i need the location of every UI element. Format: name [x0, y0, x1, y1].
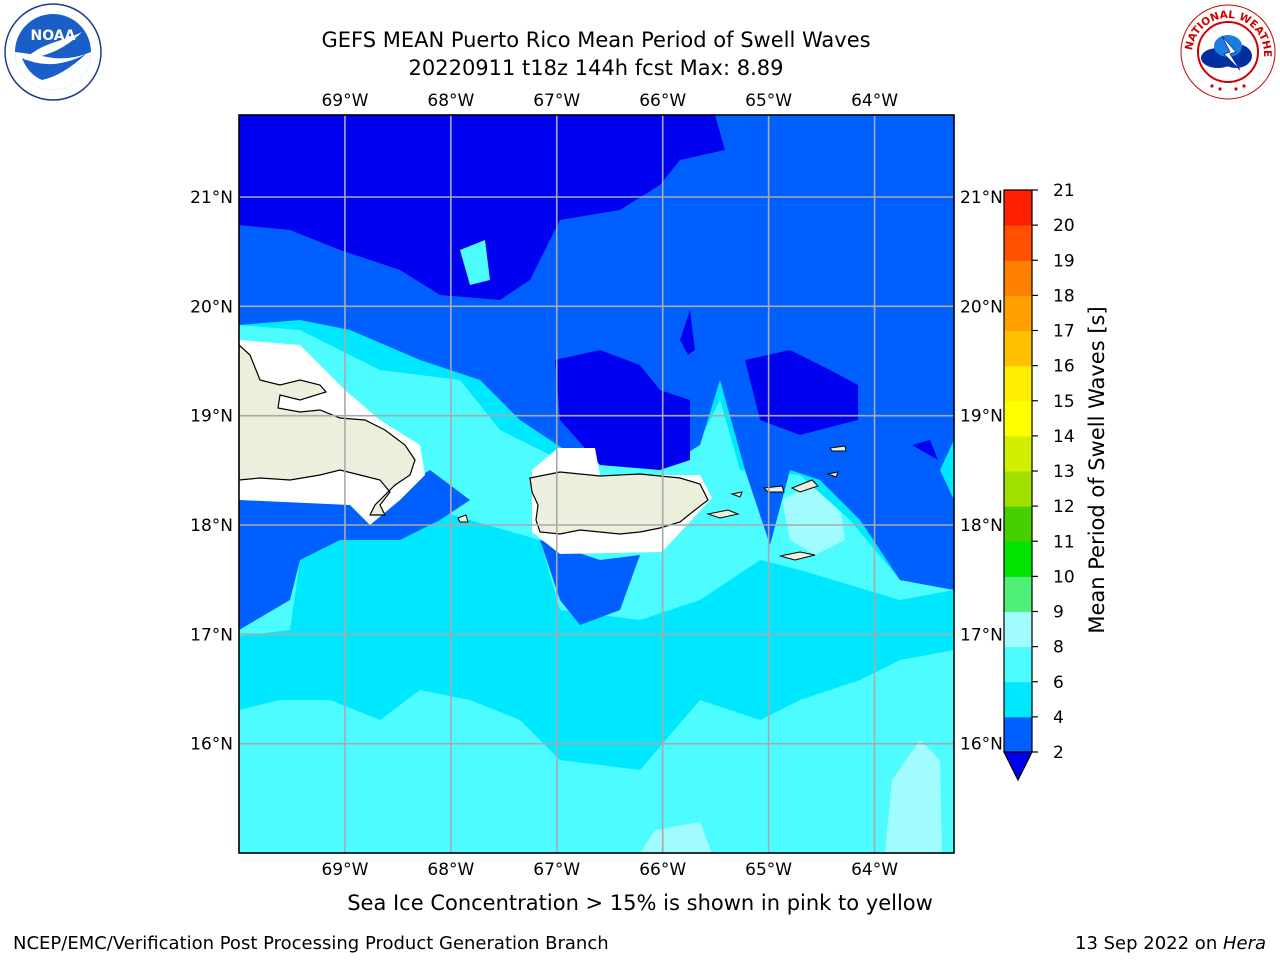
colorbar-tick-label: 2 [1053, 743, 1064, 763]
lon-label-bottom: 68°W [427, 860, 474, 880]
colorbar-swatch [1004, 190, 1032, 226]
lon-label-top: 64°W [851, 91, 898, 111]
colorbar-swatch [1004, 260, 1032, 296]
island [730, 491, 743, 498]
map-frame [238, 114, 955, 854]
field-patch-pale-cyan [885, 740, 942, 853]
lat-label-left: 21°N [190, 188, 233, 208]
colorbar-tick-label: 11 [1053, 532, 1075, 552]
colorbar-tick-label: 17 [1053, 322, 1075, 342]
field-band-deep-blue [555, 350, 690, 470]
colorbar-swatch [1004, 225, 1032, 261]
lat-label-left: 16°N [190, 735, 233, 755]
island-st-croix [779, 551, 816, 561]
colorbar-tick-label: 13 [1053, 462, 1075, 482]
colorbar-swatch [1004, 435, 1032, 472]
colorbar-tick-label: 10 [1053, 567, 1075, 587]
field-band-blue [540, 540, 640, 625]
colorbar-swatch [1004, 506, 1032, 542]
noaa-logo-text: NOAA [31, 28, 76, 44]
colorbar-tick-label: 4 [1053, 708, 1064, 728]
colorbar-tick-label: 18 [1053, 286, 1075, 306]
lat-label-left: 17°N [190, 625, 233, 645]
field-band-deep-blue [745, 350, 858, 435]
lat-label-right: 18°N [960, 516, 1003, 536]
landmass-hispaniola [239, 344, 416, 516]
lon-label-top: 65°W [745, 91, 792, 111]
island [826, 471, 839, 478]
colorbar-tick-label: 16 [1053, 357, 1075, 377]
lat-label-left: 18°N [190, 516, 233, 536]
colorbar-tick-label: 14 [1053, 427, 1075, 447]
colorbar-tick-label: 21 [1053, 181, 1075, 201]
colorbar-swatch [1004, 365, 1032, 402]
colorbar-tick-label: 19 [1053, 251, 1075, 271]
colorbar-swatch [1004, 541, 1032, 577]
colorbar-swatch [1004, 295, 1032, 331]
lat-label-right: 21°N [960, 188, 1003, 208]
field-band-deep-blue [912, 440, 938, 460]
lon-label-top: 69°W [321, 91, 368, 111]
coordinate-labels: 69°W 69°W 68°W 68°W 67°W 67°W 66°W 66°W 65°W 65°W… [190, 91, 1003, 880]
colorbar-label: Mean Period of Swell Waves [s] [1085, 306, 1109, 633]
colorbar-swatch [1004, 471, 1032, 507]
colorbar: 2 4 6 8 9 10 11 12 13 14 15 16 17 18 19 20 21 [1003, 181, 1075, 782]
island [790, 479, 819, 493]
nws-logo: NATIONAL WEATHER SERVICE [1178, 2, 1276, 100]
lat-label-right: 20°N [960, 297, 1003, 317]
lon-label-bottom: 69°W [321, 860, 368, 880]
lon-label-bottom: 65°W [745, 860, 792, 880]
colorbar-swatch [1004, 681, 1032, 718]
footer-producer: NCEP/EMC/Verification Post Processing Pr… [13, 933, 609, 954]
lon-label-top: 67°W [533, 91, 580, 111]
colorbar-tick-label: 6 [1053, 673, 1064, 693]
island [457, 514, 469, 523]
footer-date: 13 Sep 2022 on Hera [1075, 933, 1266, 954]
map-title: GEFS MEAN Puerto Rico Mean Period of Swe… [321, 28, 871, 52]
field-band-deep-blue [680, 310, 695, 355]
colorbar-swatch [1004, 400, 1032, 437]
lat-label-left: 19°N [190, 407, 233, 427]
colorbar-swatch [1004, 716, 1032, 753]
noaa-logo: NOAA [4, 3, 102, 101]
colorbar-tick-label: 20 [1053, 216, 1075, 236]
lon-label-bottom: 64°W [851, 860, 898, 880]
field-patch-pale-cyan [640, 822, 712, 853]
colorbar-swatch [1004, 330, 1032, 367]
colorbar-under-arrow [1003, 751, 1033, 782]
lon-label-top: 68°W [427, 91, 474, 111]
lat-label-right: 16°N [960, 735, 1003, 755]
island [829, 445, 847, 452]
colorbar-tick-label: 9 [1053, 603, 1064, 623]
island [706, 509, 740, 519]
lon-label-bottom: 67°W [533, 860, 580, 880]
field-band-deep-blue [239, 115, 725, 300]
field-patch-pale-cyan [460, 240, 490, 285]
sea-ice-caption: Sea Ice Concentration > 15% is shown in … [347, 891, 933, 915]
colorbar-tick-label: 15 [1053, 392, 1075, 412]
map-subtitle: 20220911 t18z 144h fcst Max: 8.89 [408, 56, 784, 80]
colorbar-swatch [1004, 646, 1032, 683]
lon-label-bottom: 66°W [639, 860, 686, 880]
lat-label-right: 17°N [960, 625, 1003, 645]
field-patch-pale-cyan [782, 485, 845, 555]
lon-label-top: 66°W [639, 91, 686, 111]
colorbar-swatch [1004, 576, 1032, 612]
colorbar-tick-label: 8 [1053, 638, 1064, 658]
footer-machine: Hera [1222, 933, 1266, 954]
colorbar-swatch [1004, 611, 1032, 648]
lat-label-right: 19°N [960, 407, 1003, 427]
swell-period-field [239, 115, 954, 853]
lat-label-left: 20°N [190, 297, 233, 317]
colorbar-tick-label: 12 [1053, 497, 1075, 517]
graticule [239, 115, 954, 853]
